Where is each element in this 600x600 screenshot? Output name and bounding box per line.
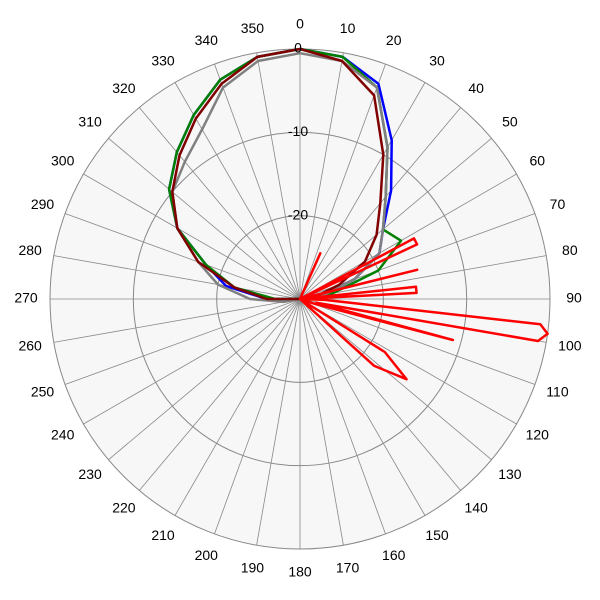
spoke: [299, 298, 462, 491]
series-line: [171, 51, 389, 304]
spoke: [256, 298, 301, 546]
spoke: [299, 298, 344, 546]
angle-label: 20: [386, 32, 402, 48]
angle-label: 230: [78, 466, 102, 482]
spoke: [64, 213, 301, 300]
spoke: [108, 298, 301, 461]
spoke: [299, 137, 492, 300]
angle-label: 330: [151, 52, 175, 68]
spoke: [214, 63, 301, 300]
angle-label: 50: [502, 114, 518, 130]
spoke: [299, 255, 547, 300]
angle-label: 100: [558, 337, 582, 353]
spoke: [138, 107, 301, 300]
spoke: [53, 298, 301, 343]
series-line: [298, 237, 549, 381]
radial-label: -20: [288, 206, 308, 222]
angle-label: 140: [464, 500, 488, 516]
angle-label: 350: [241, 20, 265, 36]
labels: 0 10 20 30 40 50 60 70 80 90 100 110 120 130 140 150 160…: [14, 16, 582, 580]
angle-label: 250: [31, 383, 55, 399]
angle-label: 280: [18, 242, 42, 258]
radial-label: -10: [288, 123, 308, 139]
angle-label: 130: [498, 466, 522, 482]
angle-label: 320: [112, 80, 136, 96]
spoke: [83, 173, 301, 300]
angle-label: 340: [195, 32, 219, 48]
spoke: [299, 82, 426, 300]
spoke: [138, 298, 301, 491]
spoke: [299, 173, 517, 300]
series-line: [171, 47, 385, 301]
radial-label: 0: [294, 40, 302, 56]
angle-label: 260: [18, 337, 42, 353]
spoke: [299, 298, 386, 535]
angle-label: 190: [241, 560, 265, 576]
angle-label: 160: [382, 547, 406, 563]
angle-label: 60: [530, 153, 546, 169]
angle-label: 90: [566, 290, 582, 306]
angle-label: 220: [112, 500, 136, 516]
spoke: [64, 298, 301, 385]
angle-label: 40: [468, 80, 484, 96]
spoke: [256, 52, 301, 300]
spoke: [83, 298, 301, 425]
angle-label: 10: [340, 20, 356, 36]
angle-label: 110: [546, 383, 569, 399]
spoke: [53, 255, 301, 300]
angle-label: 290: [31, 196, 55, 212]
angle-label: 150: [425, 527, 449, 543]
angle-label: 120: [526, 427, 550, 443]
angle-label: 300: [51, 153, 75, 169]
angle-label: 70: [550, 196, 566, 212]
angle-label: 180: [288, 564, 312, 580]
spoke: [299, 52, 344, 300]
angle-label: 310: [78, 114, 102, 130]
spoke: [214, 298, 301, 535]
ring: [216, 215, 384, 383]
angle-label: 210: [151, 527, 175, 543]
spoke: [299, 298, 426, 516]
angle-label: 170: [336, 560, 360, 576]
angle-label: 240: [51, 427, 75, 443]
angle-label: 200: [195, 547, 219, 563]
ring: [132, 131, 468, 467]
spoke: [108, 137, 301, 300]
spoke: [299, 63, 386, 300]
spoke: [299, 298, 492, 461]
angle-label: 270: [14, 290, 38, 306]
plot: [167, 47, 549, 381]
angle-label: 0: [296, 16, 304, 32]
angle-label: 30: [429, 52, 445, 68]
spoke: [299, 298, 536, 385]
spoke: [299, 298, 517, 425]
spoke: [174, 298, 301, 516]
angle-label: 80: [562, 242, 578, 258]
